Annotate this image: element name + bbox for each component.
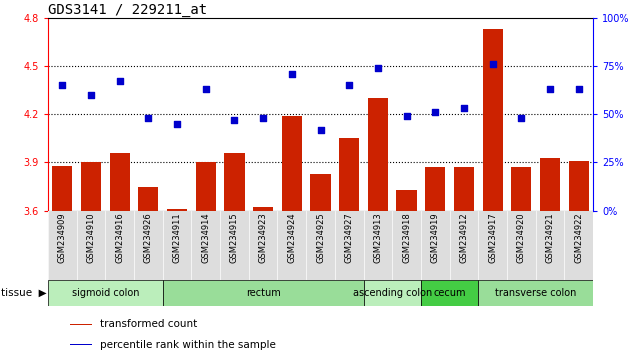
- Text: cecum: cecum: [433, 288, 466, 298]
- Point: [459, 105, 469, 111]
- Text: GSM234917: GSM234917: [488, 213, 497, 263]
- Point: [516, 115, 526, 121]
- Bar: [81, 162, 101, 354]
- Point: [172, 121, 182, 127]
- Text: GSM234922: GSM234922: [574, 213, 583, 263]
- Text: GSM234918: GSM234918: [402, 213, 411, 263]
- Point: [229, 117, 240, 123]
- Text: GSM234923: GSM234923: [259, 213, 268, 263]
- Point: [287, 71, 297, 76]
- Bar: [163, 280, 363, 306]
- Bar: [167, 209, 187, 354]
- Text: ascending colon: ascending colon: [353, 288, 432, 298]
- Bar: [363, 280, 421, 306]
- Text: GSM234927: GSM234927: [345, 213, 354, 263]
- Bar: [425, 167, 445, 354]
- Point: [86, 92, 96, 98]
- Bar: [70, 344, 92, 346]
- Bar: [253, 207, 273, 354]
- Text: percentile rank within the sample: percentile rank within the sample: [100, 340, 276, 350]
- Text: GSM234925: GSM234925: [316, 213, 325, 263]
- Bar: [339, 138, 359, 354]
- Bar: [310, 174, 331, 354]
- Point: [57, 82, 67, 88]
- Point: [344, 82, 354, 88]
- Point: [115, 79, 125, 84]
- Text: sigmoid colon: sigmoid colon: [72, 288, 139, 298]
- Point: [545, 86, 555, 92]
- Bar: [196, 162, 216, 354]
- Text: GSM234916: GSM234916: [115, 213, 124, 263]
- Bar: [540, 158, 560, 354]
- Bar: [421, 280, 478, 306]
- Text: GSM234926: GSM234926: [144, 213, 153, 263]
- Bar: [397, 190, 417, 354]
- Bar: [48, 280, 163, 306]
- Text: GSM234924: GSM234924: [287, 213, 296, 263]
- Text: GSM234911: GSM234911: [172, 213, 181, 263]
- Bar: [224, 153, 244, 354]
- Bar: [569, 161, 588, 354]
- Bar: [483, 29, 503, 354]
- Text: transformed count: transformed count: [100, 319, 197, 329]
- Point: [144, 115, 154, 121]
- Point: [315, 127, 326, 132]
- Bar: [110, 153, 129, 354]
- Bar: [70, 324, 92, 325]
- Text: GDS3141 / 229211_at: GDS3141 / 229211_at: [48, 3, 207, 17]
- Text: GSM234910: GSM234910: [87, 213, 96, 263]
- Bar: [138, 187, 158, 354]
- Text: GSM234913: GSM234913: [373, 213, 382, 263]
- Text: GSM234919: GSM234919: [431, 213, 440, 263]
- Bar: [368, 98, 388, 354]
- Bar: [512, 167, 531, 354]
- Bar: [53, 166, 72, 354]
- Bar: [478, 280, 593, 306]
- Text: GSM234920: GSM234920: [517, 213, 526, 263]
- Point: [487, 61, 497, 67]
- Text: GSM234921: GSM234921: [545, 213, 554, 263]
- Point: [372, 65, 383, 71]
- Point: [430, 109, 440, 115]
- Text: GSM234912: GSM234912: [460, 213, 469, 263]
- Point: [574, 86, 584, 92]
- Text: GSM234914: GSM234914: [201, 213, 210, 263]
- Text: transverse colon: transverse colon: [495, 288, 576, 298]
- Point: [201, 86, 211, 92]
- Point: [258, 115, 269, 121]
- Text: GSM234909: GSM234909: [58, 213, 67, 263]
- Text: tissue  ▶: tissue ▶: [1, 288, 47, 298]
- Point: [401, 113, 412, 119]
- Bar: [282, 116, 302, 354]
- Text: GSM234915: GSM234915: [230, 213, 239, 263]
- Bar: [454, 167, 474, 354]
- Text: rectum: rectum: [246, 288, 281, 298]
